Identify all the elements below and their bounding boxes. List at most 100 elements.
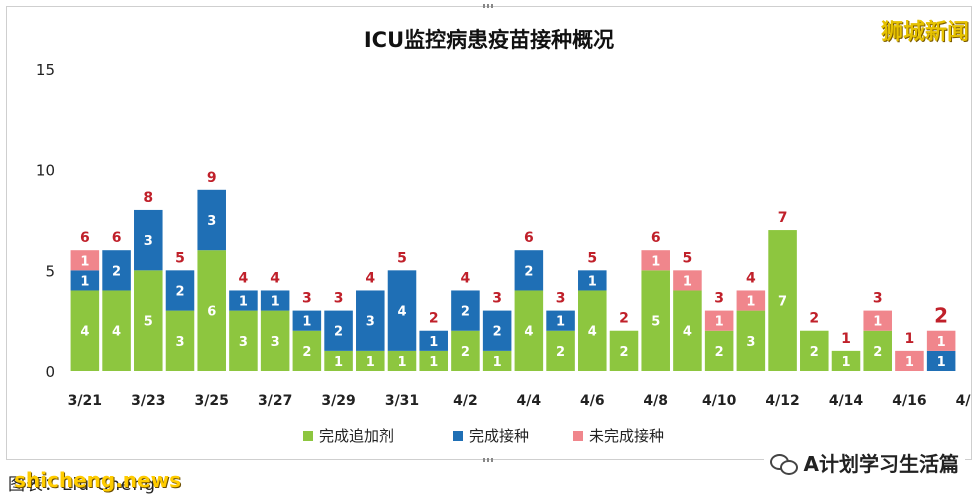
bar-segment xyxy=(102,250,131,291)
segment-value-label: 1 xyxy=(746,295,755,310)
y-tick-label: 10 xyxy=(36,162,55,180)
x-tick-label: 4/12 xyxy=(765,393,799,409)
segment-value-label: 6 xyxy=(207,305,216,320)
bar-total-label: 4 xyxy=(365,270,375,286)
bar-total-label: 2 xyxy=(809,311,819,327)
x-tick-label: 3/21 xyxy=(68,393,102,409)
bar-segment xyxy=(514,290,544,371)
bar-total-label: 7 xyxy=(778,210,788,226)
bar-total-label: 2 xyxy=(934,304,948,328)
segment-value-label: 2 xyxy=(810,345,819,360)
y-tick-label: 0 xyxy=(45,363,55,381)
chart-frame: ICU监控病患疫苗接种概况 0 5 10 15 4 1 1 6 4 2 6 5 3 8 3 2 5 6 3 9 3 1 4 3 1… xyxy=(6,6,972,460)
segment-value-label: 2 xyxy=(302,345,311,360)
bar-total-label: 9 xyxy=(207,170,217,186)
bar-total-label: 5 xyxy=(175,250,185,266)
bar-segment xyxy=(800,330,829,371)
bar-segment xyxy=(197,189,226,251)
segment-value-label: 2 xyxy=(524,264,533,279)
bar-total-label: 4 xyxy=(239,270,249,286)
bar-segment xyxy=(134,209,163,271)
bar-segment xyxy=(356,350,385,371)
bar-segment xyxy=(641,270,670,371)
bar-segment xyxy=(768,230,797,371)
segment-value-label: 1 xyxy=(80,254,89,269)
bar-segment xyxy=(419,350,448,371)
bar-segment xyxy=(609,330,639,371)
segment-value-label: 2 xyxy=(715,345,724,360)
bar-total-label: 2 xyxy=(619,311,629,327)
segment-value-label: 2 xyxy=(493,325,502,340)
legend-label: 未完成接种 xyxy=(589,427,664,445)
bar-segment xyxy=(134,270,163,371)
segment-value-label: 1 xyxy=(80,274,89,289)
bar-segment xyxy=(260,290,290,311)
x-tick-label: 4/2 xyxy=(453,393,478,409)
legend-swatch xyxy=(303,431,313,441)
resize-handle-top[interactable] xyxy=(483,4,495,8)
bar-segment xyxy=(165,310,195,371)
segment-value-label: 2 xyxy=(334,325,343,340)
bar-segment xyxy=(70,270,100,291)
bar-segment xyxy=(451,330,480,371)
segment-value-label: 2 xyxy=(619,345,628,360)
x-tick-label: 3/23 xyxy=(131,393,165,409)
legend-label: 完成接种 xyxy=(469,427,529,445)
segment-value-label: 3 xyxy=(366,315,375,330)
x-tick-label: 3/29 xyxy=(321,393,355,409)
segment-value-label: 1 xyxy=(397,355,406,370)
bar-total-label: 1 xyxy=(841,331,851,347)
bar-segment xyxy=(578,290,607,371)
segment-value-label: 2 xyxy=(461,345,470,360)
bar-segment xyxy=(831,350,861,371)
segment-value-label: 2 xyxy=(461,305,470,320)
wechat-account[interactable]: A计划学习生活篇 xyxy=(763,446,965,479)
resize-handle-bottom[interactable] xyxy=(483,458,495,462)
bar-total-label: 3 xyxy=(302,291,312,307)
bar-segment xyxy=(102,290,131,371)
wechat-icon xyxy=(769,452,798,475)
segment-value-label: 4 xyxy=(588,325,597,340)
bar-total-label: 4 xyxy=(461,270,471,286)
x-tick-label: 4/4 xyxy=(517,393,542,409)
x-tick-label: 4/8 xyxy=(643,393,668,409)
segment-value-label: 1 xyxy=(683,274,692,289)
x-tick-label: 3/31 xyxy=(385,393,419,409)
x-tick-label: 3/27 xyxy=(258,393,292,409)
segment-value-label: 3 xyxy=(746,335,755,350)
bar-total-label: 3 xyxy=(873,291,883,307)
bar-segment xyxy=(482,350,512,371)
segment-value-label: 5 xyxy=(144,315,153,330)
segment-value-label: 3 xyxy=(207,214,216,229)
bar-segment xyxy=(863,310,892,331)
segment-value-label: 3 xyxy=(144,234,153,249)
segment-value-label: 2 xyxy=(175,284,184,299)
bar-segment xyxy=(736,290,766,311)
bar-segment xyxy=(419,330,448,351)
watermark-logo: 狮城新闻 xyxy=(880,20,969,45)
y-tick-label: 5 xyxy=(45,262,55,280)
bar-segment xyxy=(926,350,956,371)
segment-value-label: 1 xyxy=(429,335,438,350)
bar-segment xyxy=(673,270,702,291)
footer-credit: 图表：Liu Cheng xyxy=(8,475,157,495)
segment-value-label: 4 xyxy=(397,305,406,320)
bar-total-label: 5 xyxy=(683,250,693,266)
bar-segment xyxy=(514,250,544,291)
segment-value-label: 1 xyxy=(905,355,914,370)
bar-segment xyxy=(863,330,892,371)
bar-segment xyxy=(704,310,734,331)
bar-total-label: 3 xyxy=(714,291,724,307)
segment-value-label: 1 xyxy=(302,315,311,330)
bar-total-label: 6 xyxy=(112,230,122,246)
bar-segment xyxy=(70,290,100,371)
segment-value-label: 1 xyxy=(841,355,850,370)
bar-segment xyxy=(229,290,258,311)
segment-value-label: 1 xyxy=(937,335,946,350)
segment-value-label: 4 xyxy=(80,325,89,340)
bar-segment xyxy=(895,350,924,371)
bar-total-label: 8 xyxy=(143,190,153,206)
segment-value-label: 1 xyxy=(556,315,565,330)
bar-segment xyxy=(324,310,353,351)
bar-segment xyxy=(546,310,575,331)
